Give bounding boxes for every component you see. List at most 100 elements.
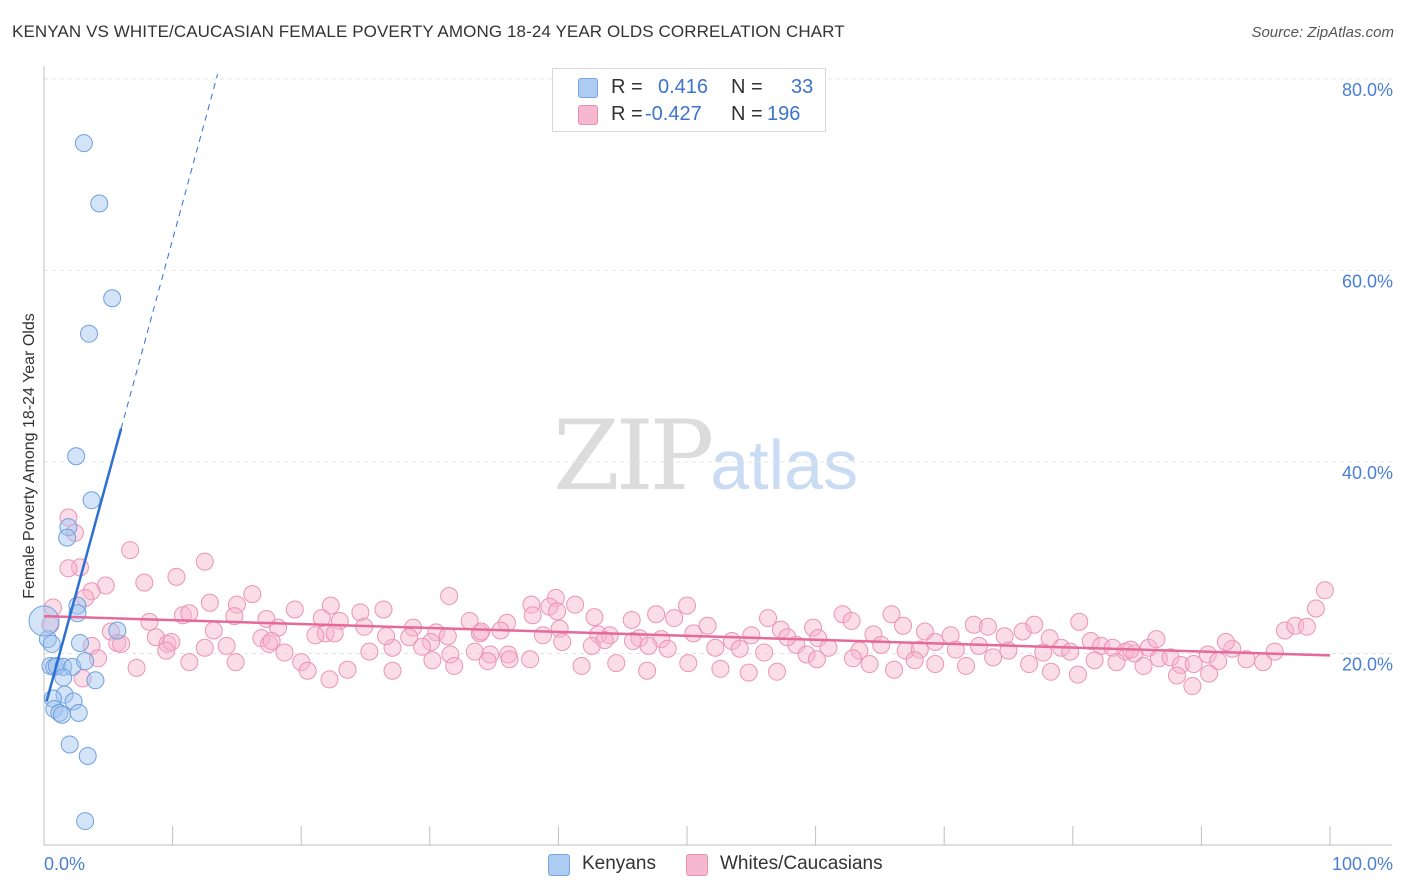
white-point <box>82 582 101 601</box>
kenyan-point <box>58 528 77 547</box>
kenyan-point <box>103 289 122 308</box>
white-point <box>882 605 901 624</box>
white-point <box>833 605 852 624</box>
white-point <box>885 660 904 679</box>
white-point <box>739 663 758 682</box>
white-point <box>422 633 441 652</box>
white-point <box>1061 642 1080 661</box>
kenyan-point <box>67 447 86 466</box>
white-point <box>312 609 331 628</box>
white-point <box>1161 648 1180 667</box>
white-point <box>338 660 357 679</box>
gridlines <box>44 78 1392 654</box>
white-point <box>1265 642 1284 661</box>
white-point <box>285 600 304 619</box>
white-point <box>360 642 379 661</box>
x-tick-label: 100.0% <box>1332 854 1393 874</box>
watermark-zip: ZIP <box>553 400 714 512</box>
white-point <box>679 654 698 673</box>
white-point <box>298 661 317 680</box>
white-point <box>607 654 626 673</box>
source-attribution: Source: ZipAtlas.com <box>1251 24 1394 41</box>
white-point <box>797 645 816 664</box>
kenyan-point <box>60 735 79 754</box>
white-point <box>1183 677 1202 696</box>
white-point <box>807 650 826 669</box>
white-point <box>162 633 181 652</box>
kenyan-point <box>28 605 60 637</box>
white-point <box>600 626 619 645</box>
white-point <box>860 655 879 674</box>
white-point <box>195 552 214 571</box>
white-point <box>135 573 154 592</box>
legend-n-value: 196 <box>767 103 801 125</box>
kenyan-point <box>50 703 69 722</box>
white-point <box>864 625 883 644</box>
y-tick-label: 60.0% <box>1342 272 1393 292</box>
white-point <box>946 640 965 659</box>
whites-swatch <box>578 105 598 125</box>
white-point <box>101 622 120 641</box>
kenyan-point <box>82 491 101 510</box>
white-point <box>842 611 861 630</box>
white-point <box>755 643 774 662</box>
white-point <box>320 670 339 689</box>
whites-legend-swatch <box>686 854 708 876</box>
white-point <box>195 638 214 657</box>
tick-labels: 20.0% 40.0% 60.0% 80.0% 0.0% 100.0% <box>44 80 1393 874</box>
white-point <box>377 627 396 646</box>
kenyan-point <box>90 194 109 213</box>
white-point <box>227 595 246 614</box>
white-point <box>678 596 696 615</box>
y-tick-label: 80.0% <box>1342 80 1393 100</box>
legend-n-label: N = <box>731 103 763 125</box>
white-point <box>1107 653 1126 672</box>
kenyan-point <box>69 703 88 722</box>
kenyan-point <box>78 746 97 765</box>
white-point <box>1020 655 1039 674</box>
white-point <box>321 596 340 615</box>
white-point <box>1167 666 1186 685</box>
white-point <box>157 641 176 660</box>
white-point <box>1198 645 1217 664</box>
white-point <box>260 634 279 653</box>
legend-row-whites: R = -0.427 N = 196 <box>553 101 825 128</box>
legend-n-value: 33 <box>791 76 814 98</box>
white-point <box>226 653 245 672</box>
white-point <box>548 602 567 621</box>
chart-title: KENYAN VS WHITE/CAUCASIAN FEMALE POVERTY… <box>12 22 845 41</box>
white-point <box>1070 612 1089 631</box>
legend-r-value: 0.416 <box>658 76 709 98</box>
white-point <box>400 628 419 647</box>
white-point <box>275 643 294 662</box>
white-point <box>1171 655 1190 674</box>
white-point <box>1081 632 1100 651</box>
white-point <box>521 650 540 669</box>
white-point <box>698 616 717 635</box>
white-point <box>926 655 945 674</box>
whites-points <box>41 508 1334 696</box>
white-point <box>778 628 797 647</box>
watermark: ZIPatlas <box>553 400 858 512</box>
white-point <box>472 622 491 641</box>
white-point <box>1216 633 1235 652</box>
white-point <box>1306 599 1325 618</box>
kenyan-point <box>76 812 95 831</box>
white-point <box>383 661 402 680</box>
white-point <box>59 559 78 578</box>
legend-row-kenyans: R = 0.416 N = 33 <box>553 74 825 101</box>
white-point <box>647 605 666 624</box>
white-point <box>622 610 641 629</box>
kenyan-point <box>53 705 72 724</box>
white-point <box>957 656 976 675</box>
white-point <box>374 600 393 619</box>
kenyan-point <box>71 633 90 652</box>
white-point <box>1315 581 1334 600</box>
white-point <box>1275 621 1294 640</box>
white-point <box>262 632 281 651</box>
white-point <box>76 588 95 607</box>
white-point <box>910 640 929 659</box>
white-point <box>465 642 484 661</box>
white-point <box>1297 617 1316 636</box>
